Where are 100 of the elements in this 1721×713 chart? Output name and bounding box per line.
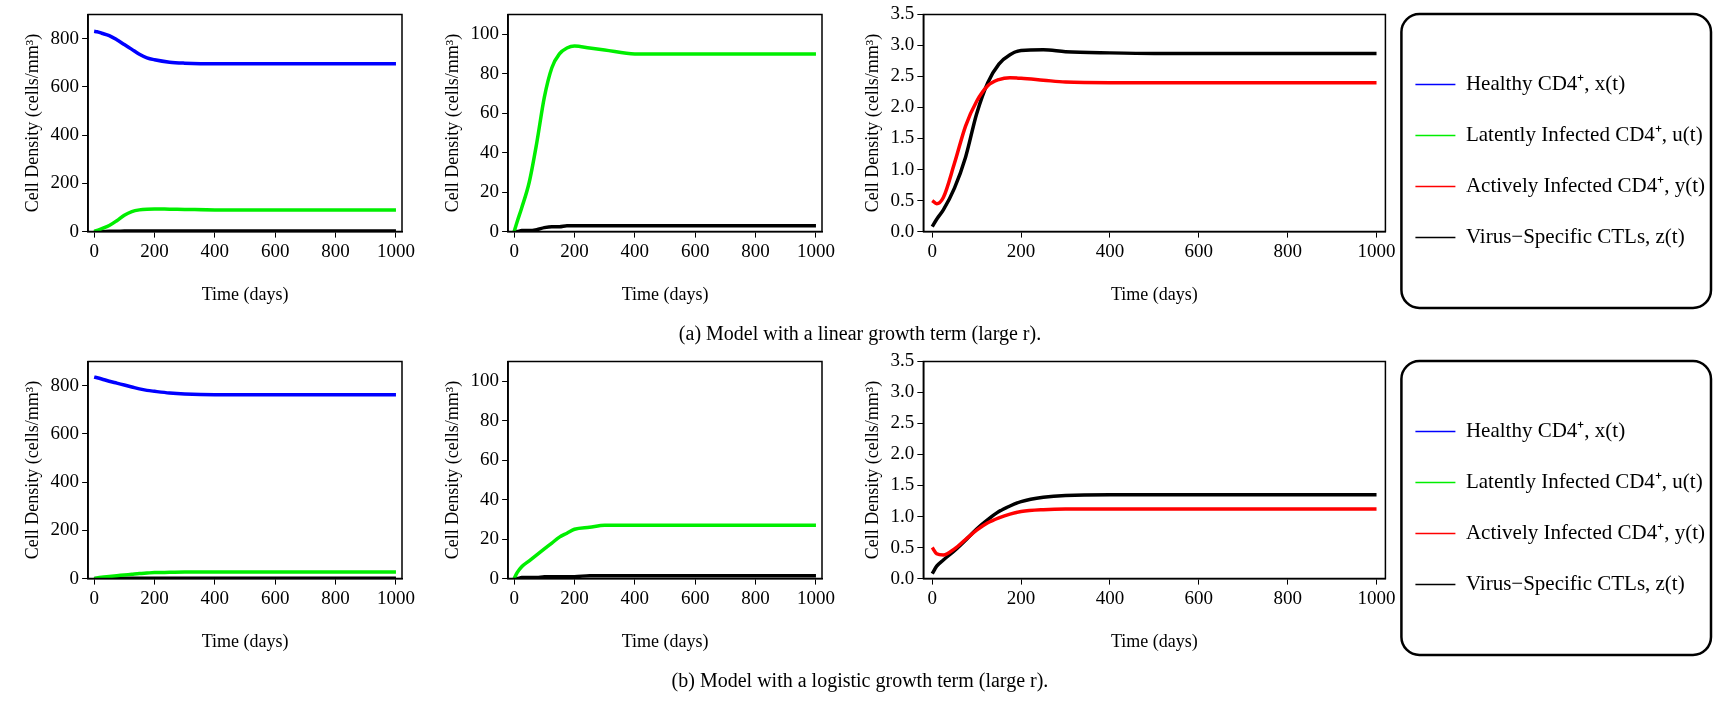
y-tick-label: 0 (489, 219, 500, 241)
x-tick-label: 200 (1006, 239, 1036, 261)
text: (a) Model with a linear growth term (large r). (677, 322, 1043, 345)
x-tick-label: 200 (560, 586, 589, 608)
y-tick-label: 0 (69, 566, 80, 588)
x-tick-label: 0 (927, 239, 937, 261)
y-tick-label: 600 (50, 74, 80, 96)
x-axis-title: Time (days) (621, 630, 709, 652)
x-axis-title: Time (days) (1110, 630, 1198, 652)
x-tick-label: 0 (509, 239, 519, 261)
y-tick-label: 3.0 (890, 380, 915, 402)
y-tick-label: 2.0 (890, 442, 915, 464)
x-tick-label: 400 (620, 239, 650, 261)
x-tick-label: 800 (321, 239, 350, 261)
y-tick-label: 60 (480, 448, 500, 470)
x-axis-title: Time (days) (1110, 283, 1198, 305)
x-tick-label: 800 (741, 239, 770, 261)
y-tick-label: 800 (50, 26, 80, 48)
line-series (930, 493, 1379, 576)
x-tick-label: 1000 (376, 586, 415, 608)
line-series (92, 207, 398, 232)
line-series (930, 507, 1379, 557)
y-tick-label: 1.5 (890, 126, 915, 148)
y-axis-title: Cell Density (cells/mm³) (21, 380, 43, 560)
x-tick-label: 800 (741, 586, 770, 608)
x-tick-label: 400 (620, 586, 650, 608)
y-tick-label: 2.5 (890, 64, 915, 86)
y-tick-label: 3.5 (890, 2, 915, 24)
y-tick-label: 1.5 (890, 473, 915, 495)
line-series (512, 523, 818, 579)
x-tick-label: 400 (1095, 586, 1125, 608)
y-axis-title: Cell Density (cells/mm³) (21, 33, 43, 213)
x-tick-label: 800 (1273, 239, 1302, 261)
x-tick-label: 600 (1184, 239, 1214, 261)
x-tick-label: 600 (680, 586, 710, 608)
x-tick-label: 200 (140, 586, 169, 608)
y-tick-label: 0.0 (890, 566, 915, 588)
text: (b) Model with a logistic growth term (large r). (670, 669, 1050, 692)
y-tick-label: 3.5 (890, 349, 915, 371)
x-tick-label: 1000 (796, 586, 835, 608)
y-tick-label: 60 (480, 101, 500, 123)
x-tick-label: 800 (1273, 586, 1302, 608)
y-tick-label: 200 (50, 518, 80, 540)
legend-label: Actively Infected CD4⁺, y(t) (1465, 173, 1706, 198)
y-tick-label: 80 (480, 408, 500, 430)
x-tick-label: 600 (1184, 586, 1214, 608)
x-tick-label: 600 (680, 239, 710, 261)
legend-label: Latently Infected CD4⁺, u(t) (1465, 469, 1703, 494)
x-tick-label: 200 (140, 239, 169, 261)
x-tick-label: 0 (89, 586, 99, 608)
x-tick-label: 400 (200, 586, 230, 608)
legend-label: Healthy CD4⁺, x(t) (1465, 71, 1626, 96)
y-tick-label: 40 (480, 140, 500, 162)
line-series (92, 29, 398, 66)
y-tick-label: 20 (480, 180, 500, 202)
x-tick-label: 0 (509, 586, 519, 608)
y-axis-title: Cell Density (cells/mm³) (861, 33, 883, 213)
y-tick-label: 400 (50, 470, 80, 492)
line-series (930, 48, 1379, 229)
line-series (92, 570, 398, 579)
x-axis-title: Time (days) (621, 283, 709, 305)
x-tick-label: 600 (260, 239, 290, 261)
y-axis-title: Cell Density (cells/mm³) (441, 380, 463, 560)
x-tick-label: 400 (200, 239, 230, 261)
x-axis-title: Time (days) (201, 283, 289, 305)
y-tick-label: 0 (69, 219, 80, 241)
line-series (930, 75, 1379, 206)
y-tick-label: 1.0 (890, 504, 915, 526)
legend-label: Virus−Specific CTLs, z(t) (1465, 571, 1685, 596)
y-tick-label: 100 (470, 22, 500, 44)
x-tick-label: 600 (260, 586, 290, 608)
x-tick-label: 0 (927, 586, 937, 608)
y-tick-label: 400 (50, 123, 80, 145)
x-tick-label: 800 (321, 586, 350, 608)
y-tick-label: 3.0 (890, 33, 915, 55)
x-tick-label: 0 (89, 239, 99, 261)
legend-label: Latently Infected CD4⁺, u(t) (1465, 122, 1703, 147)
y-tick-label: 1.0 (890, 157, 915, 179)
x-axis-title: Time (days) (201, 630, 289, 652)
y-axis-title: Cell Density (cells/mm³) (861, 380, 883, 560)
legend-label: Actively Infected CD4⁺, y(t) (1465, 520, 1706, 545)
x-tick-label: 1000 (376, 239, 415, 261)
legend-label: Virus−Specific CTLs, z(t) (1465, 224, 1685, 249)
legend-label: Healthy CD4⁺, x(t) (1465, 418, 1626, 443)
y-axis-title: Cell Density (cells/mm³) (441, 33, 463, 213)
line-series (92, 375, 398, 397)
y-tick-label: 800 (50, 373, 80, 395)
y-tick-label: 2.0 (890, 95, 915, 117)
x-tick-label: 1000 (796, 239, 835, 261)
x-tick-label: 1000 (1357, 586, 1396, 608)
y-tick-label: 600 (50, 421, 80, 443)
y-tick-label: 0.5 (890, 188, 915, 210)
line-series (512, 44, 818, 232)
y-tick-label: 40 (480, 487, 500, 509)
y-tick-label: 0.5 (890, 535, 915, 557)
x-tick-label: 200 (560, 239, 589, 261)
y-tick-label: 0.0 (890, 219, 915, 241)
x-tick-label: 200 (1006, 586, 1036, 608)
y-tick-label: 2.5 (890, 411, 915, 433)
y-tick-label: 200 (50, 171, 80, 193)
